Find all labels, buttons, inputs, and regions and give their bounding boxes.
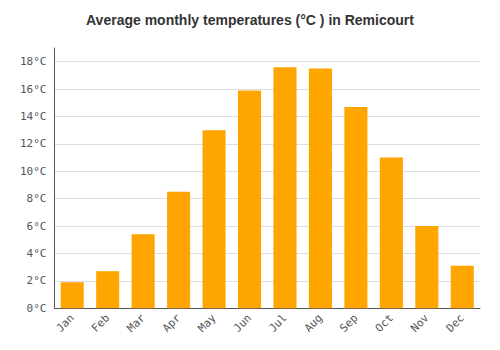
svg-text:8°C: 8°C xyxy=(27,192,47,205)
svg-text:Apr: Apr xyxy=(160,311,183,334)
svg-text:Aug: Aug xyxy=(302,312,325,335)
svg-text:Oct: Oct xyxy=(373,312,396,335)
svg-text:Nov: Nov xyxy=(408,311,431,334)
svg-text:6°C: 6°C xyxy=(27,220,47,233)
svg-text:Mar: Mar xyxy=(125,311,148,334)
svg-text:Jul: Jul xyxy=(266,312,289,335)
svg-text:Jun: Jun xyxy=(231,312,254,335)
svg-text:14°C: 14°C xyxy=(20,110,47,123)
svg-text:16°C: 16°C xyxy=(20,83,47,96)
svg-text:2°C: 2°C xyxy=(27,274,47,287)
svg-text:Jan: Jan xyxy=(54,312,77,335)
svg-text:12°C: 12°C xyxy=(20,137,47,150)
svg-text:Feb: Feb xyxy=(89,312,112,335)
svg-text:May: May xyxy=(195,311,218,334)
svg-text:0°C: 0°C xyxy=(27,302,47,315)
svg-text:10°C: 10°C xyxy=(20,165,47,178)
svg-text:18°C: 18°C xyxy=(20,55,47,68)
svg-text:Sep: Sep xyxy=(337,312,360,335)
svg-text:Dec: Dec xyxy=(444,312,467,335)
svg-text:Average monthly temperatures (: Average monthly temperatures (°C ) in Re… xyxy=(86,12,414,28)
svg-text:4°C: 4°C xyxy=(27,247,47,260)
